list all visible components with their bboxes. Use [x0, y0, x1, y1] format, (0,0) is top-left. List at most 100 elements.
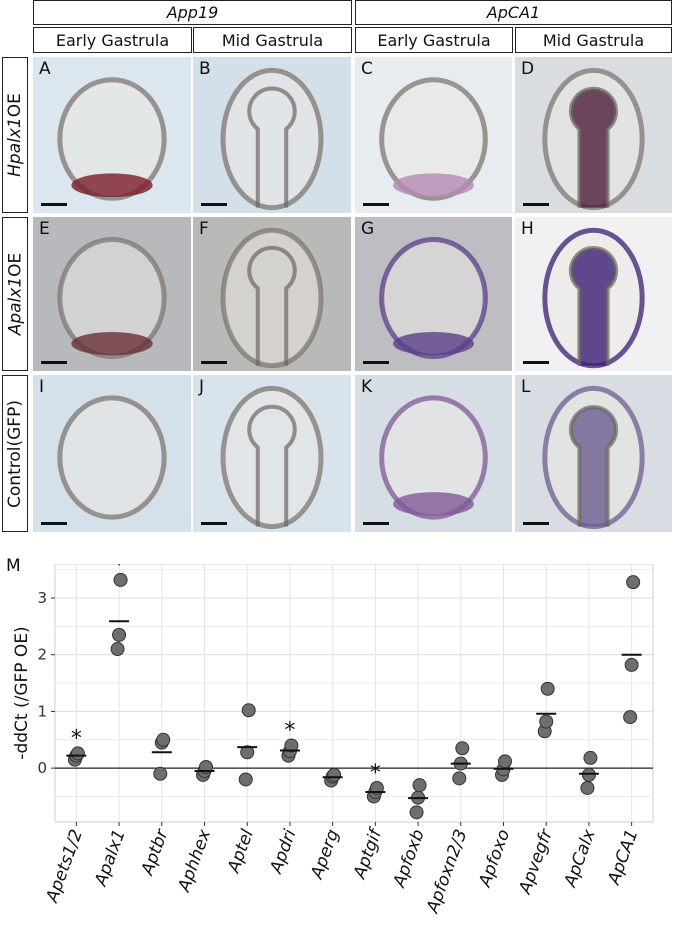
micrograph-panel-2: B — [193, 57, 351, 213]
embryo-drawing — [57, 236, 167, 360]
panel-letter: I — [39, 377, 45, 397]
vegetal-stain — [393, 173, 474, 198]
micrograph-panel-12: L — [515, 375, 672, 532]
data-point — [284, 738, 299, 753]
panel-letter: E — [39, 219, 50, 239]
embryo-body — [379, 236, 488, 360]
y-tick-label: 1 — [37, 702, 47, 720]
embryo-body — [57, 395, 167, 520]
x-tick-label: ApCA1 — [604, 827, 643, 888]
archenteron — [247, 404, 297, 527]
embryo-body — [220, 385, 324, 530]
x-tick-label: Aperg — [307, 827, 344, 883]
significance-star: * — [370, 761, 381, 786]
data-point — [583, 750, 598, 765]
panel-letter: B — [199, 59, 211, 79]
micrograph-panel-7: G — [355, 217, 512, 371]
row-label-control-gfp: Control(GFP) — [2, 375, 28, 532]
y-tick-label: 3 — [37, 589, 47, 607]
embryo-drawing — [542, 67, 645, 211]
data-point — [412, 778, 427, 793]
row-label-suffix: Control(GFP) — [5, 399, 26, 508]
row-label-suffix: OE — [5, 93, 25, 118]
scale-bar — [41, 203, 67, 206]
panel-letter: C — [361, 59, 373, 79]
x-tick-label: Aptgif — [350, 824, 387, 882]
header-stage-3: Early Gastrula — [355, 27, 513, 53]
data-point — [455, 741, 470, 756]
data-point — [623, 710, 638, 725]
scale-bar — [201, 522, 227, 525]
embryo-drawing — [220, 67, 324, 211]
embryo-drawing — [220, 227, 324, 369]
embryo-body — [379, 395, 488, 520]
header-stage-4: Mid Gastrula — [515, 27, 672, 53]
x-tick-label: Apfoxn2/3 — [423, 827, 472, 917]
scale-bar — [363, 522, 389, 525]
data-point — [153, 766, 168, 781]
scale-bar — [41, 361, 67, 364]
data-point — [156, 732, 171, 747]
x-tick-label: Aphhex — [174, 826, 216, 895]
data-point — [581, 767, 596, 782]
scale-bar — [363, 361, 389, 364]
panel-label-m: M — [6, 556, 21, 576]
panel-letter: J — [199, 377, 205, 397]
data-point — [112, 627, 127, 642]
panel-letter: D — [521, 59, 535, 79]
embryo-drawing — [220, 385, 324, 530]
y-tick-label: 0 — [37, 759, 47, 777]
archenteron — [247, 245, 297, 366]
vegetal-stain — [71, 331, 153, 356]
scale-bar — [363, 203, 389, 206]
micrograph-panel-11: K — [355, 375, 512, 532]
micrograph-panel-3: C — [355, 57, 512, 213]
scale-bar — [41, 522, 67, 525]
x-tick-label: Aptel — [224, 827, 258, 877]
row-label-gene: Apalx1 — [5, 276, 25, 336]
archenteron — [247, 86, 297, 208]
panel-letter: F — [199, 219, 209, 239]
panel-letter: A — [39, 59, 51, 79]
scale-bar — [523, 203, 549, 206]
panel-letter: L — [521, 377, 531, 397]
embryo-drawing — [379, 77, 488, 201]
embryo-body — [220, 227, 324, 369]
x-tick-label: Apalx1 — [91, 827, 130, 890]
y-tick-label: 2 — [37, 646, 47, 664]
plot-area — [54, 564, 654, 823]
data-point — [540, 681, 555, 696]
micrograph-panel-1: A — [33, 57, 191, 213]
row-label-gene: Hpalx1 — [5, 117, 25, 177]
micrograph-panel-5: E — [33, 217, 191, 371]
embryo-body — [379, 77, 488, 201]
x-tick-label: Apets1/2 — [42, 827, 87, 906]
archenteron — [568, 405, 619, 527]
embryo-body — [220, 67, 324, 211]
data-point — [110, 642, 125, 657]
vegetal-stain — [393, 492, 474, 516]
embryo-body — [57, 236, 167, 360]
embryo-drawing — [379, 395, 488, 520]
y-axis-label: -ddCt (/GFP OE) — [12, 626, 32, 759]
x-tick-label: ApCalx — [560, 826, 600, 891]
x-tick-label: Apvegfr — [515, 826, 557, 897]
embryo-drawing — [57, 395, 167, 520]
panel-letter: G — [361, 219, 375, 239]
vegetal-stain — [393, 331, 474, 356]
data-point — [624, 657, 639, 672]
embryo-body — [57, 77, 167, 201]
row-label-apalx1-oe: Apalx1OE — [2, 217, 28, 371]
data-point — [409, 805, 424, 820]
panel-letter: K — [361, 377, 373, 397]
data-point — [113, 572, 128, 587]
scale-bar — [523, 522, 549, 525]
archenteron — [568, 246, 619, 366]
data-point — [327, 767, 342, 782]
ddct-scatter-plot: 0 1 2 3 * Apets1/2 * Apalx1 Aptbr Aphhex Aptel * Apd… — [12, 564, 654, 917]
significance-star: * — [114, 564, 125, 578]
scale-bar — [523, 361, 549, 364]
data-point — [238, 772, 253, 787]
x-tick-label: Apfoxo — [475, 827, 514, 890]
scale-bar — [201, 203, 227, 206]
